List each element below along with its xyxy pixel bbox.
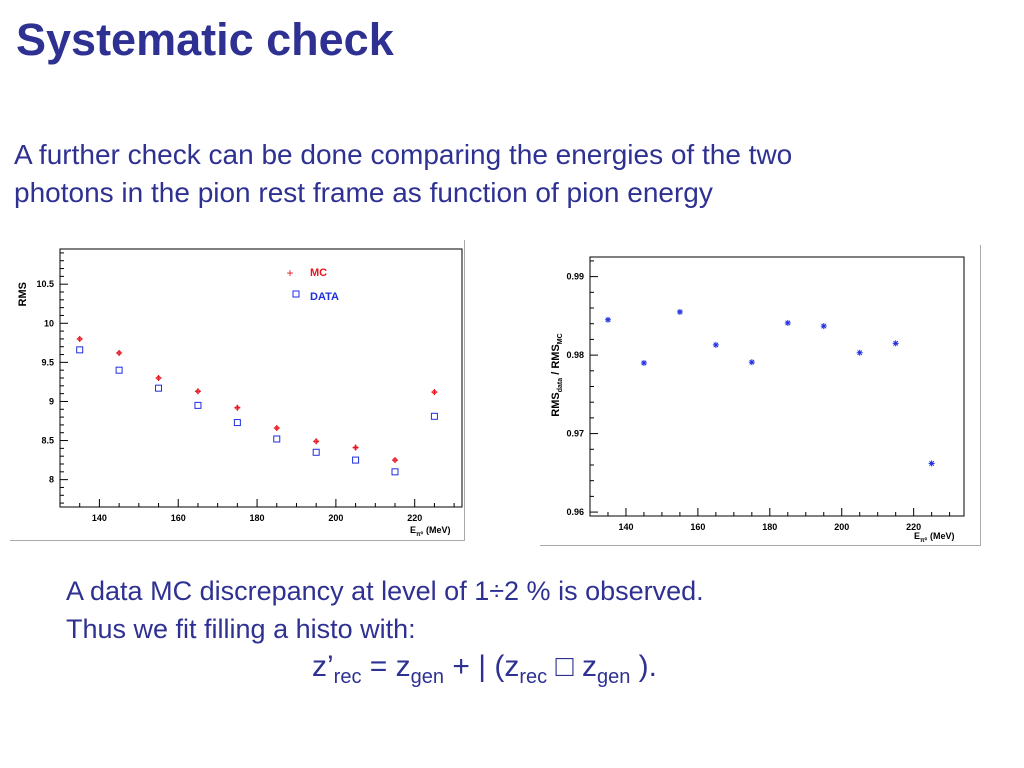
x-tick-label: 200 [834,522,849,532]
mc-point [273,425,280,432]
ratio-point [640,359,647,366]
mc-point [194,388,201,395]
mc-point [234,404,241,411]
x-axis-title: Eπ⁰ (MeV) [410,525,451,538]
y-tick-label: 8 [49,475,54,485]
axis-ticks-group: 140 160 180 200 220 8 8.5 9 9.5 10 10.5 [36,248,463,523]
x-axis-title-main: E [914,531,920,541]
formula-plus: + [444,650,479,683]
data-point [76,346,84,354]
legend-data-label: DATA [310,291,339,303]
rms-vs-energy-plot: 140 160 180 200 220 8 8.5 9 9.5 10 10.5 RMS Eπ⁰ (Me… [10,240,465,541]
x-tick-label: 220 [407,513,422,523]
x-tick-label: 180 [762,522,777,532]
mc-point [392,457,398,464]
y-tick-label: 0.99 [566,272,584,282]
ratio-point [820,323,827,330]
legend-mc-label: MC [310,267,327,279]
formula-lhs-sub: rec [333,666,362,688]
mc-point [431,389,438,396]
formula-gen-sub-2: gen [596,666,631,688]
rms-ratio-chart: 140 160 180 200 220 0.96 0.97 0.98 0.99 RMSdata … [550,256,965,544]
data-point [115,366,123,374]
data-points-group [76,335,438,476]
formula-lambda: | [478,650,487,683]
x-tick-label: 140 [618,522,633,532]
x-axis-title-main: E [410,525,416,535]
plot-frame [59,248,463,508]
rms-ratio-plot: 140 160 180 200 220 0.96 0.97 0.98 0.99 RMSdata … [540,245,981,546]
y-axis-title-sub1: data [557,378,564,393]
formula-gen-sub: gen [410,666,445,688]
x-tick-label: 180 [250,513,265,523]
y-tick-label: 0.98 [566,350,584,360]
conclusion-line-2: Thus we fit filling a histo with: [66,614,416,644]
axis-ticks-group: 140 160 180 200 220 0.96 0.97 0.98 0.99 [566,256,965,532]
formula-rec-sub: rec [519,666,548,688]
x-tick-label: 220 [906,522,921,532]
x-tick-label: 160 [690,522,705,532]
legend-mc-marker: + [286,266,293,280]
formula-minus: □ z [547,650,597,683]
ratio-point [604,316,611,323]
x-tick-label: 160 [171,513,186,523]
y-tick-label: 0.96 [566,507,584,517]
data-point [155,384,163,392]
smearing-formula: z’rec = zgen + | (zrec □ zgen ). [312,650,657,689]
ratio-point [712,341,719,348]
y-tick-label: 10 [44,318,54,328]
y-tick-label: 9.5 [41,357,54,367]
y-axis-title: RMSdata / RMSMC [550,333,564,416]
y-axis-title-main: RMS [550,392,562,416]
x-axis-title-sub: π⁰ [920,537,928,544]
x-tick-label: 200 [328,513,343,523]
conclusion-line-1: A data MC discrepancy at level of 1÷2 % … [66,576,704,606]
x-tick-label: 140 [92,513,107,523]
data-point [352,456,360,464]
mc-point [155,375,162,381]
y-tick-label: 8.5 [41,436,54,446]
mc-point [116,349,123,356]
intro-text: A further check can be done comparing th… [14,136,1004,212]
ratio-point [748,359,755,366]
intro-line-2: photons in the pion rest frame as functi… [14,177,713,208]
rms-vs-energy-chart: 140 160 180 200 220 8 8.5 9 9.5 10 10.5 RMS Eπ⁰ (Me… [17,248,463,538]
y-tick-label: 9 [49,396,54,406]
mc-point [76,335,83,342]
data-point [391,468,399,476]
slide-title: Systematic check [16,14,394,65]
formula-lhs: z’ [312,650,334,683]
ratio-point [676,308,683,315]
legend: + MC DATA [286,266,338,303]
y-axis-title-mid: / RMS [550,344,562,378]
formula-eq: = z [361,650,411,683]
ratio-point [928,460,935,467]
x-axis-title-unit: (MeV) [930,531,955,541]
mc-point [352,444,359,451]
y-tick-label: 10.5 [36,279,54,289]
x-axis-title: Eπ⁰ (MeV) [914,531,955,544]
plot-frame [589,256,965,517]
formula-close: ). [630,650,658,683]
legend-data-marker [292,290,300,298]
data-point [430,412,438,420]
data-point [194,401,202,409]
data-point [273,435,281,443]
ratio-point [784,319,791,326]
x-axis-title-sub: π⁰ [416,531,424,538]
ratio-point [892,340,899,347]
mc-point [313,438,320,445]
data-points-group [604,308,935,467]
y-axis-title: RMS [17,282,29,306]
ratio-point [856,349,863,356]
y-tick-label: 0.97 [566,429,584,439]
data-point [312,448,320,456]
intro-line-1: A further check can be done comparing th… [14,139,793,170]
conclusion-text: A data MC discrepancy at level of 1÷2 % … [66,572,704,648]
formula-open: (z [486,650,520,683]
data-point [233,419,241,427]
x-axis-title-unit: (MeV) [426,525,451,535]
y-axis-title-sub2: MC [557,333,564,344]
